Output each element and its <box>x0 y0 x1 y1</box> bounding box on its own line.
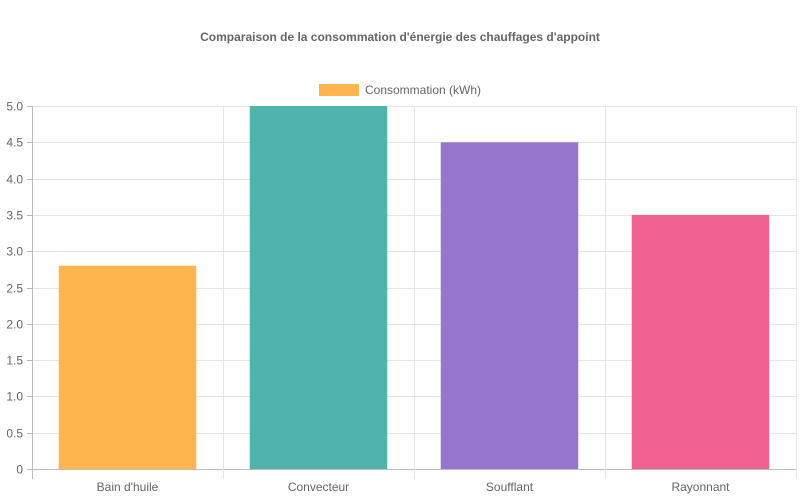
y-tick-label: 4.5 <box>6 136 23 150</box>
x-tick-label: Bain d'huile <box>97 480 159 494</box>
bar-0[interactable] <box>58 265 197 469</box>
bar-2[interactable] <box>440 142 579 470</box>
x-tick-label: Rayonnant <box>671 480 730 494</box>
y-tick-label: 0.5 <box>6 427 23 441</box>
y-tick-label: 3.5 <box>6 209 23 223</box>
y-tick-label: 0 <box>16 463 23 477</box>
y-tick-label: 3.0 <box>6 245 23 259</box>
legend-label: Consommation (kWh) <box>364 83 482 97</box>
bar-3[interactable] <box>631 214 770 469</box>
y-tick-label: 1.5 <box>6 354 23 368</box>
legend-swatch <box>318 84 359 96</box>
y-tick-label: 2.0 <box>6 318 23 332</box>
y-tick-label: 1.0 <box>6 390 23 404</box>
bar-1[interactable] <box>249 106 388 469</box>
x-tick-label: Soufflant <box>486 480 534 494</box>
y-tick-label: 5.0 <box>6 100 23 114</box>
chart-title: Comparaison de la consommation d'énergie… <box>200 30 600 44</box>
x-tick-label: Convecteur <box>288 480 349 494</box>
y-tick-label: 4.0 <box>6 173 23 187</box>
chart-legend[interactable]: Consommation (kWh) <box>0 83 800 97</box>
y-tick-label: 2.5 <box>6 282 23 296</box>
